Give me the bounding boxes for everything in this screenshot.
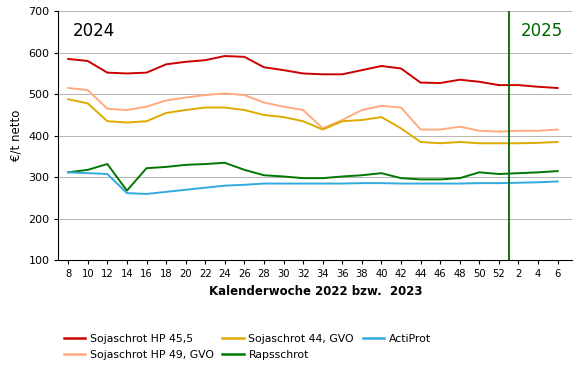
Y-axis label: €/t netto: €/t netto	[10, 110, 23, 161]
Text: 2024: 2024	[73, 22, 115, 39]
X-axis label: Kalenderwoche 2022 bzw.  2023: Kalenderwoche 2022 bzw. 2023	[208, 285, 422, 298]
Text: 2025: 2025	[520, 22, 563, 39]
Legend: Sojaschrot HP 45,5, Sojaschrot HP 49, GVO, Sojaschrot 44, GVO, Rapsschrot, ActiP: Sojaschrot HP 45,5, Sojaschrot HP 49, GV…	[64, 334, 431, 360]
